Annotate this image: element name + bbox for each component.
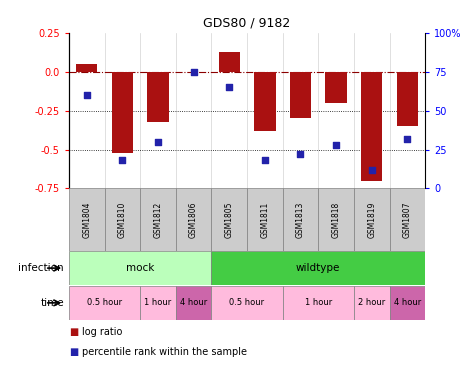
- Text: 0.5 hour: 0.5 hour: [229, 298, 265, 307]
- Text: mock: mock: [126, 263, 154, 273]
- Text: GSM1812: GSM1812: [153, 201, 162, 238]
- Bar: [354, 286, 390, 320]
- Point: [83, 92, 90, 98]
- Text: wildtype: wildtype: [296, 263, 341, 273]
- Text: GDS80 / 9182: GDS80 / 9182: [203, 16, 291, 29]
- Bar: [290, 72, 311, 119]
- Point: [261, 157, 269, 163]
- Point: [225, 85, 233, 90]
- Text: time: time: [40, 298, 64, 308]
- Point: [403, 136, 411, 142]
- Bar: [140, 188, 176, 251]
- Text: 2 hour: 2 hour: [358, 298, 385, 307]
- Text: GSM1806: GSM1806: [189, 201, 198, 238]
- Bar: [69, 188, 104, 251]
- Text: ■: ■: [69, 347, 78, 357]
- Bar: [390, 188, 425, 251]
- Bar: [211, 251, 425, 285]
- Point: [119, 157, 126, 163]
- Text: 1 hour: 1 hour: [144, 298, 171, 307]
- Text: GSM1819: GSM1819: [367, 201, 376, 238]
- Text: percentile rank within the sample: percentile rank within the sample: [82, 347, 247, 357]
- Bar: [397, 72, 418, 126]
- Point: [332, 142, 340, 148]
- Bar: [218, 52, 240, 72]
- Text: GSM1818: GSM1818: [332, 201, 341, 238]
- Bar: [104, 188, 140, 251]
- Bar: [283, 286, 354, 320]
- Bar: [69, 251, 211, 285]
- Bar: [69, 286, 140, 320]
- Text: GSM1811: GSM1811: [260, 201, 269, 238]
- Bar: [140, 286, 176, 320]
- Text: log ratio: log ratio: [82, 327, 123, 337]
- Bar: [390, 286, 425, 320]
- Bar: [112, 72, 133, 153]
- Point: [296, 152, 304, 157]
- Bar: [318, 188, 354, 251]
- Text: GSM1807: GSM1807: [403, 201, 412, 238]
- Text: ■: ■: [69, 327, 78, 337]
- Text: 0.5 hour: 0.5 hour: [87, 298, 122, 307]
- Bar: [325, 72, 347, 103]
- Text: 4 hour: 4 hour: [394, 298, 421, 307]
- Text: GSM1813: GSM1813: [296, 201, 305, 238]
- Bar: [254, 72, 276, 131]
- Text: 1 hour: 1 hour: [304, 298, 332, 307]
- Text: GSM1805: GSM1805: [225, 201, 234, 238]
- Text: infection: infection: [19, 263, 64, 273]
- Bar: [247, 188, 283, 251]
- Bar: [211, 188, 247, 251]
- Bar: [283, 188, 318, 251]
- Bar: [176, 188, 211, 251]
- Bar: [354, 188, 390, 251]
- Bar: [211, 286, 283, 320]
- Bar: [147, 72, 169, 122]
- Point: [190, 69, 198, 75]
- Point: [368, 167, 375, 173]
- Text: 4 hour: 4 hour: [180, 298, 207, 307]
- Bar: [176, 286, 211, 320]
- Bar: [76, 64, 97, 72]
- Text: GSM1810: GSM1810: [118, 201, 127, 238]
- Text: GSM1804: GSM1804: [82, 201, 91, 238]
- Point: [154, 139, 162, 145]
- Bar: [361, 72, 382, 181]
